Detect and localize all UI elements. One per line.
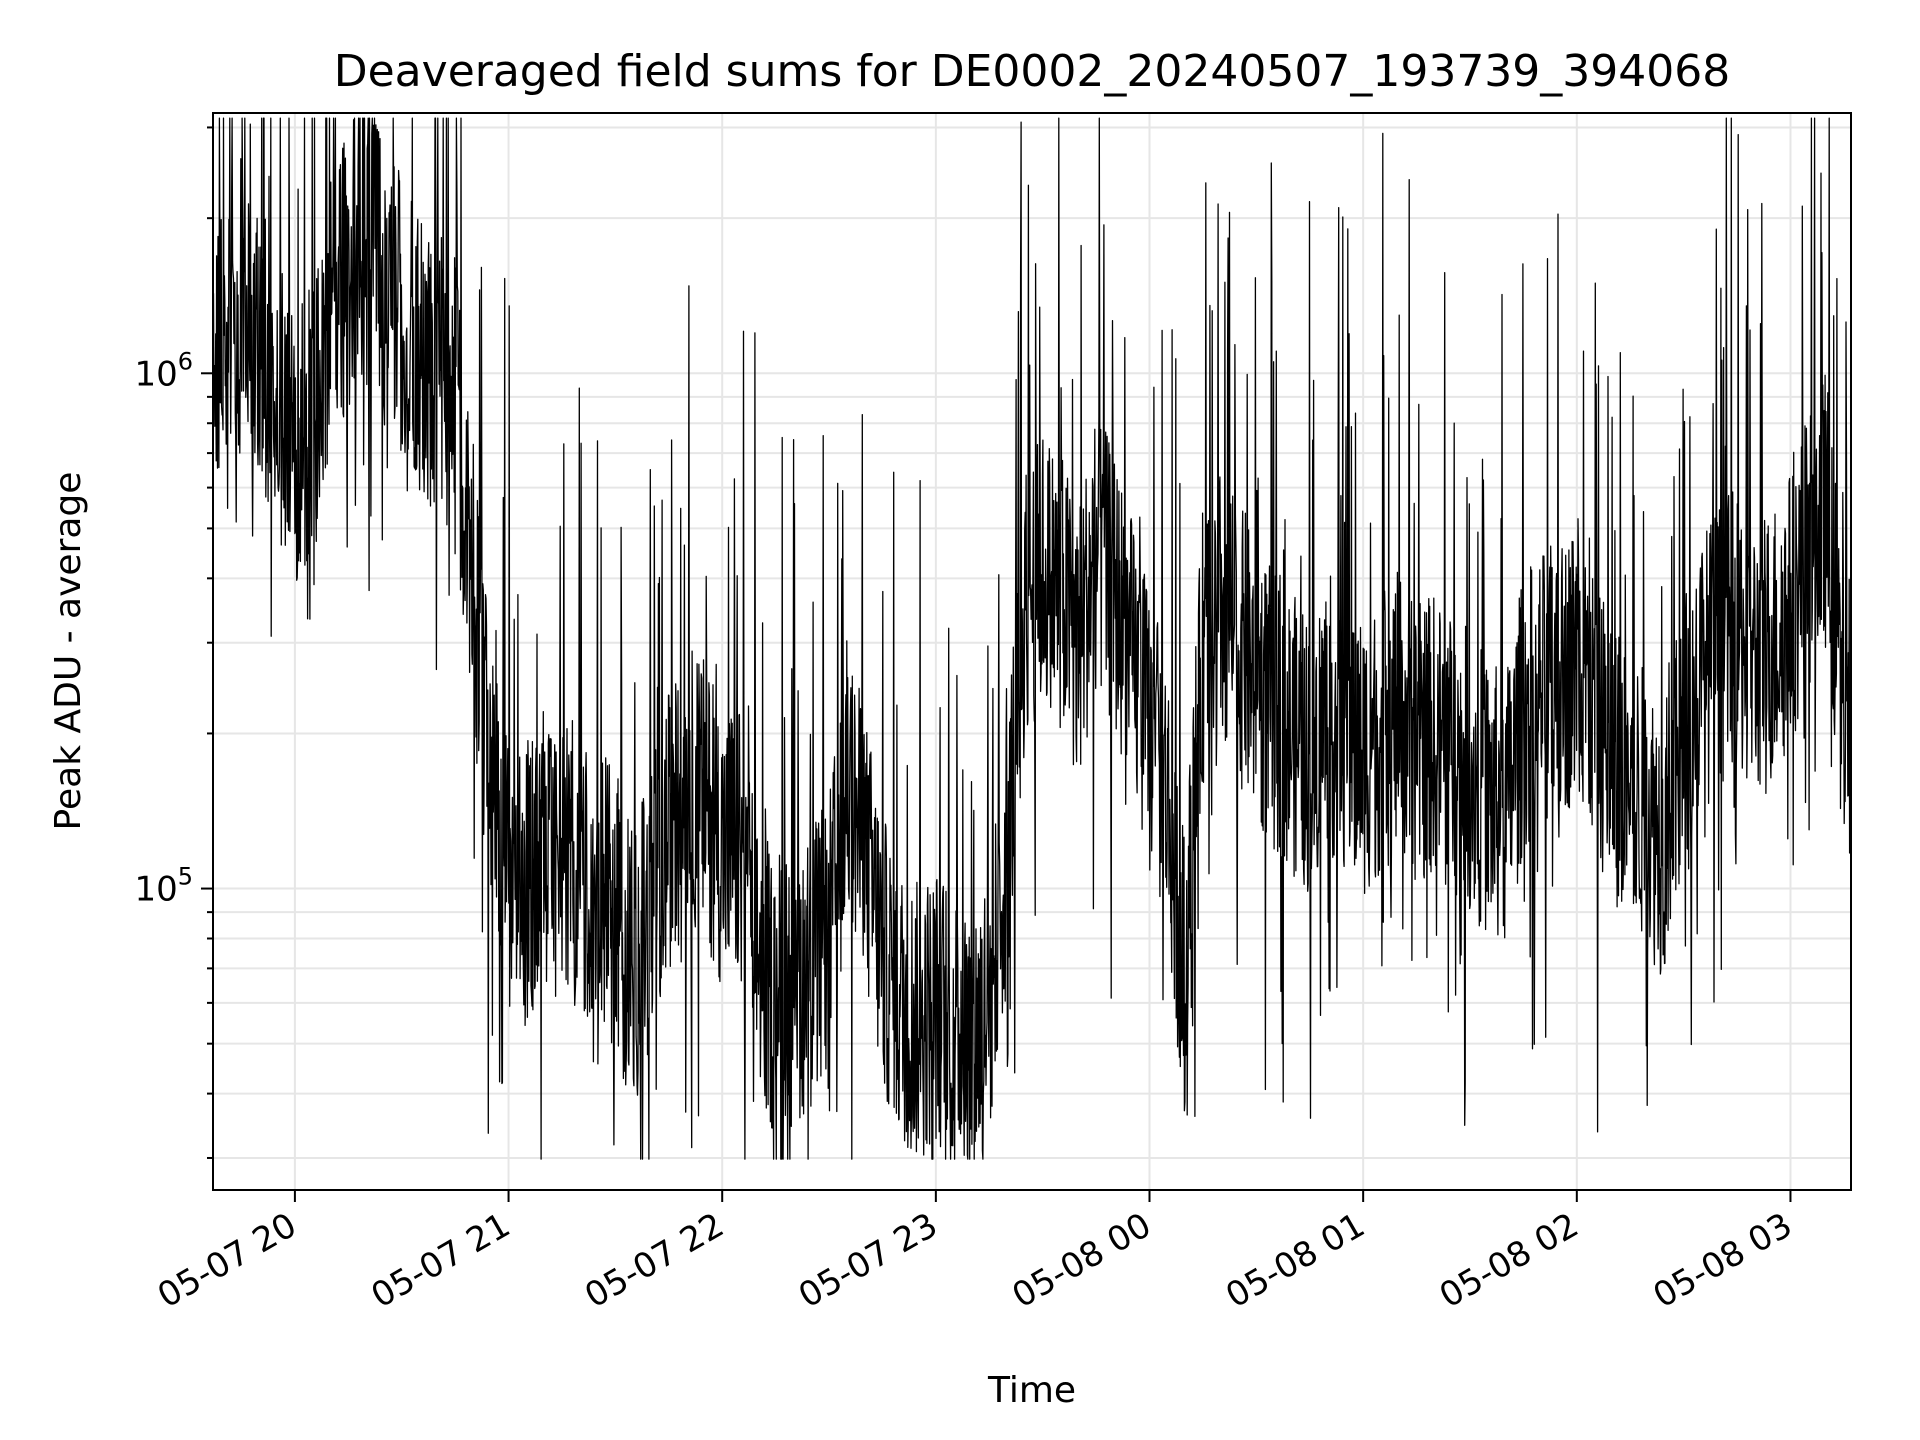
y-axis-label: Peak ADU - average [48, 472, 89, 831]
y-axis: 105 106 [134, 126, 213, 1159]
y-tick-label: 106 [134, 347, 193, 394]
plot-frame [212, 112, 1852, 1191]
x-axis-label: Time [987, 1370, 1076, 1411]
series-line [213, 117, 1851, 1160]
y-tick-label: 105 [134, 863, 193, 910]
chart-title: Deaveraged field sums for DE0002_2024050… [334, 46, 1731, 97]
